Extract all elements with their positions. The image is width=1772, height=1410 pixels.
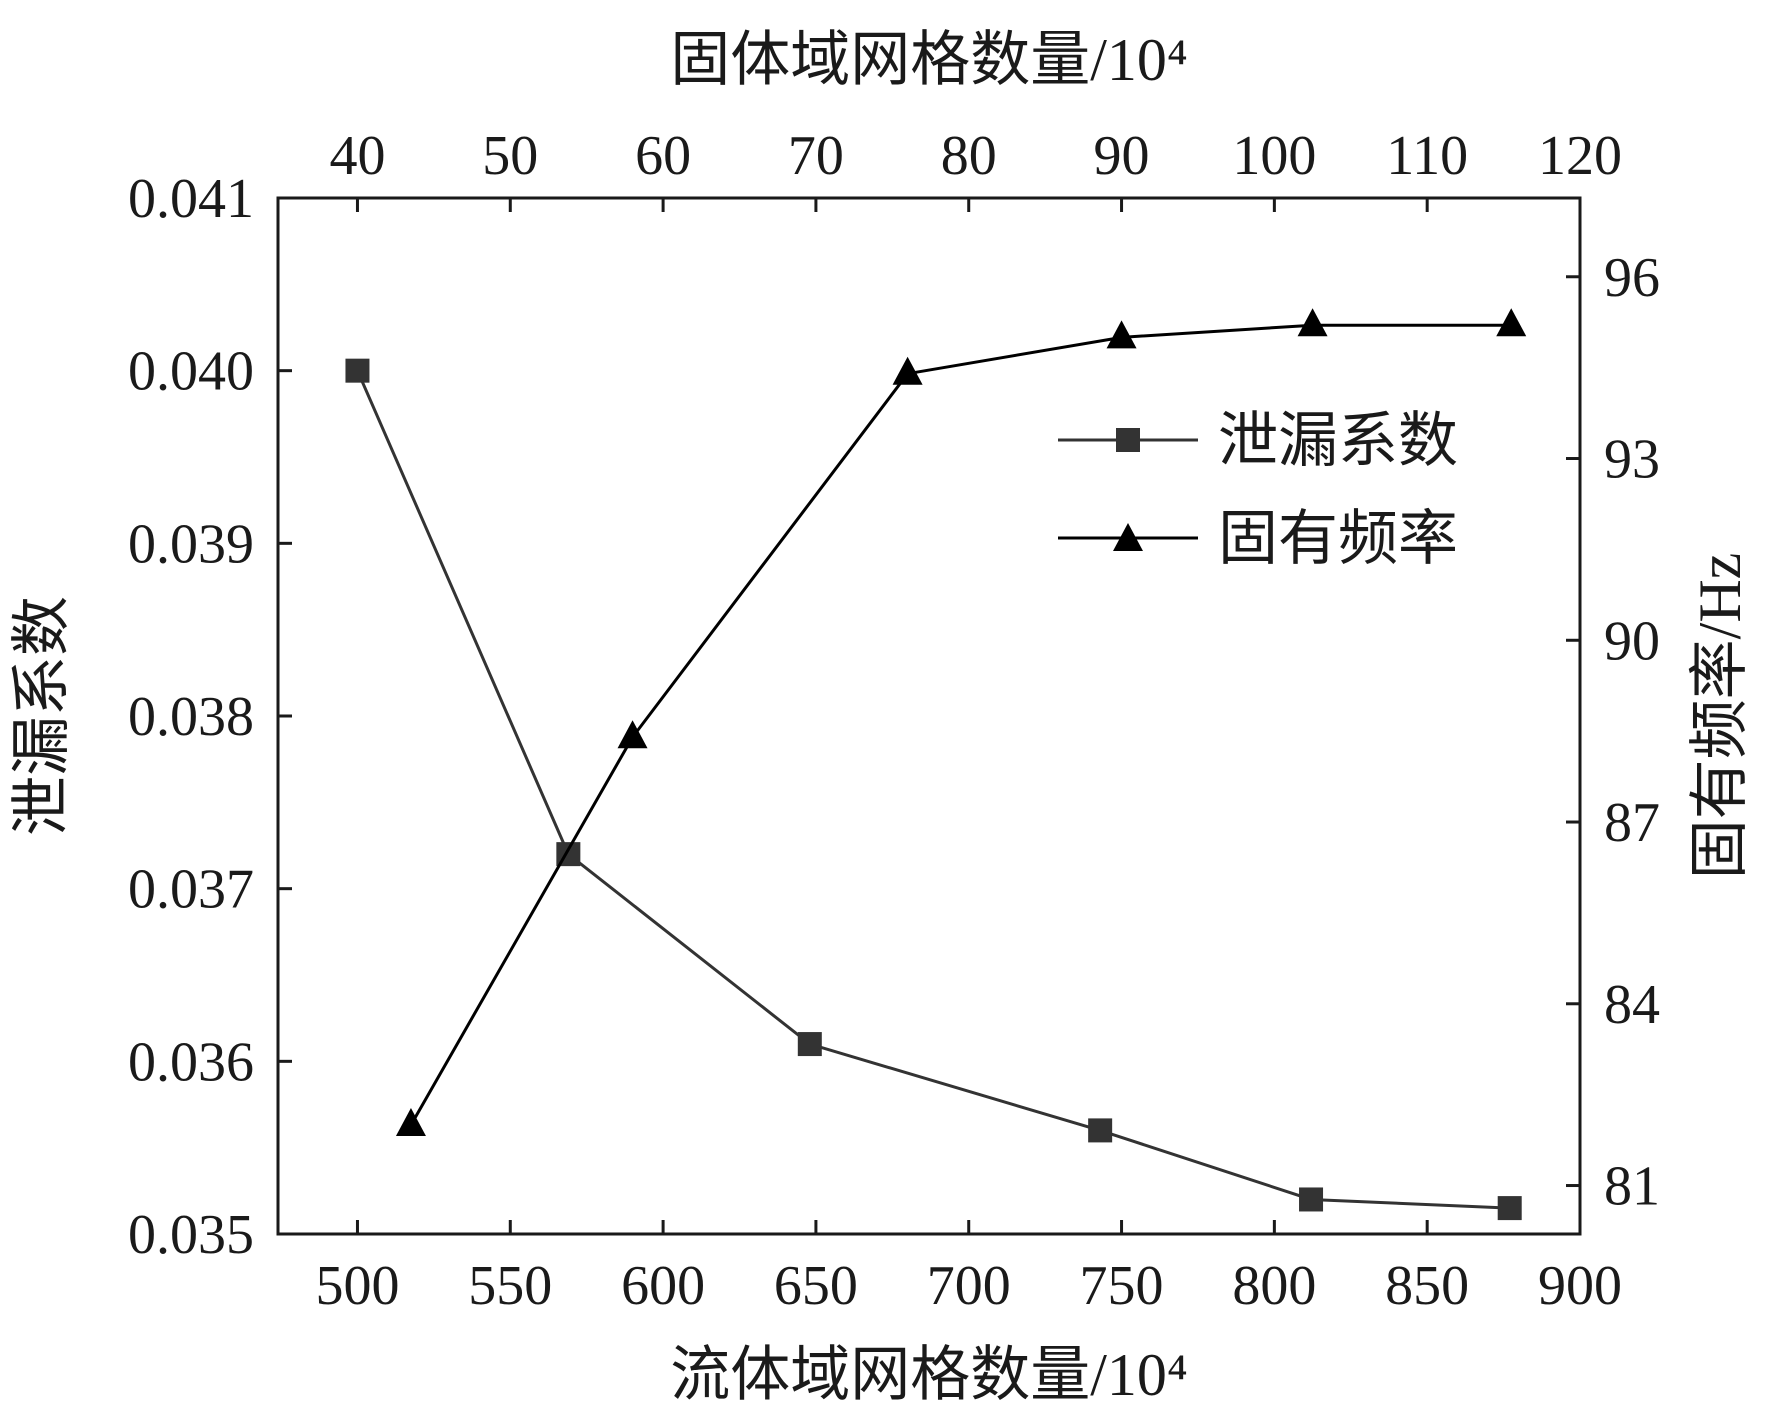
- series-line-natural-frequency: [409, 323, 1512, 1126]
- legend-triangle-marker: [1113, 523, 1143, 551]
- right-axis-title: 固有频率/Hz: [1687, 553, 1753, 880]
- x2-tick-label: 80: [941, 125, 997, 187]
- x2-tick-label: 90: [1094, 125, 1150, 187]
- series-line-leak-coefficient: [356, 370, 1510, 1210]
- data-point-triangle: [1106, 320, 1137, 349]
- data-point-triangle: [892, 356, 923, 385]
- series-layer: [345, 308, 1527, 1221]
- y-tick-label: 0.040: [128, 341, 254, 403]
- x-tick-label: 850: [1385, 1255, 1469, 1317]
- data-point-square: [1497, 1196, 1522, 1221]
- legend-label-leak: 泄漏系数: [1218, 408, 1458, 474]
- data-point-triangle: [1297, 308, 1328, 337]
- y-tick-label: 0.038: [128, 686, 254, 748]
- data-point-triangle: [395, 1107, 426, 1136]
- ticks-layer: 500 550 600 650 700 750 800 850 900 40 50 60 70 80 90 1…: [128, 125, 1660, 1317]
- x-tick-label: 900: [1538, 1255, 1622, 1317]
- data-point-triangle: [617, 720, 648, 749]
- x-tick-label: 500: [315, 1255, 399, 1317]
- y2-tick-label: 93: [1604, 429, 1660, 491]
- x2-tick-label: 100: [1232, 125, 1316, 187]
- x-tick-label: 550: [468, 1255, 552, 1317]
- y2-tick-label: 90: [1604, 610, 1660, 672]
- legend: 泄漏系数 固有频率: [1058, 408, 1458, 572]
- data-point-square: [797, 1032, 822, 1057]
- x2-tick-label: 120: [1538, 125, 1622, 187]
- y-tick-label: 0.036: [128, 1031, 254, 1093]
- x2-tick-label: 70: [788, 125, 844, 187]
- x2-tick-label: 60: [635, 125, 691, 187]
- legend-label-freq: 固有频率: [1218, 506, 1458, 572]
- bottom-axis-title: 流体域网格数量/10⁴: [670, 1342, 1188, 1408]
- legend-square-marker: [1116, 428, 1140, 452]
- y2-tick-label: 84: [1604, 974, 1660, 1036]
- x-tick-label: 600: [621, 1255, 705, 1317]
- x2-tick-label: 40: [329, 125, 385, 187]
- data-point-square: [1299, 1187, 1324, 1212]
- y2-tick-label: 87: [1604, 792, 1660, 854]
- y2-tick-label: 81: [1604, 1156, 1660, 1218]
- y2-tick-label: 96: [1604, 247, 1660, 309]
- data-point-square: [1088, 1118, 1113, 1143]
- y-tick-label: 0.037: [128, 859, 254, 921]
- y-tick-label: 0.039: [128, 513, 254, 575]
- x-tick-label: 800: [1232, 1255, 1316, 1317]
- x-tick-label: 750: [1080, 1255, 1164, 1317]
- data-point-square: [345, 358, 370, 383]
- x-tick-label: 650: [774, 1255, 858, 1317]
- x-tick-label: 700: [927, 1255, 1011, 1317]
- y-tick-label: 0.041: [128, 168, 254, 230]
- left-axis-title: 泄漏系数: [9, 596, 75, 836]
- x2-tick-label: 50: [482, 125, 538, 187]
- data-point-triangle: [1496, 308, 1527, 337]
- y-tick-label: 0.035: [128, 1204, 254, 1266]
- x2-tick-label: 110: [1386, 125, 1468, 187]
- top-axis-title: 固体域网格数量/10⁴: [670, 27, 1188, 93]
